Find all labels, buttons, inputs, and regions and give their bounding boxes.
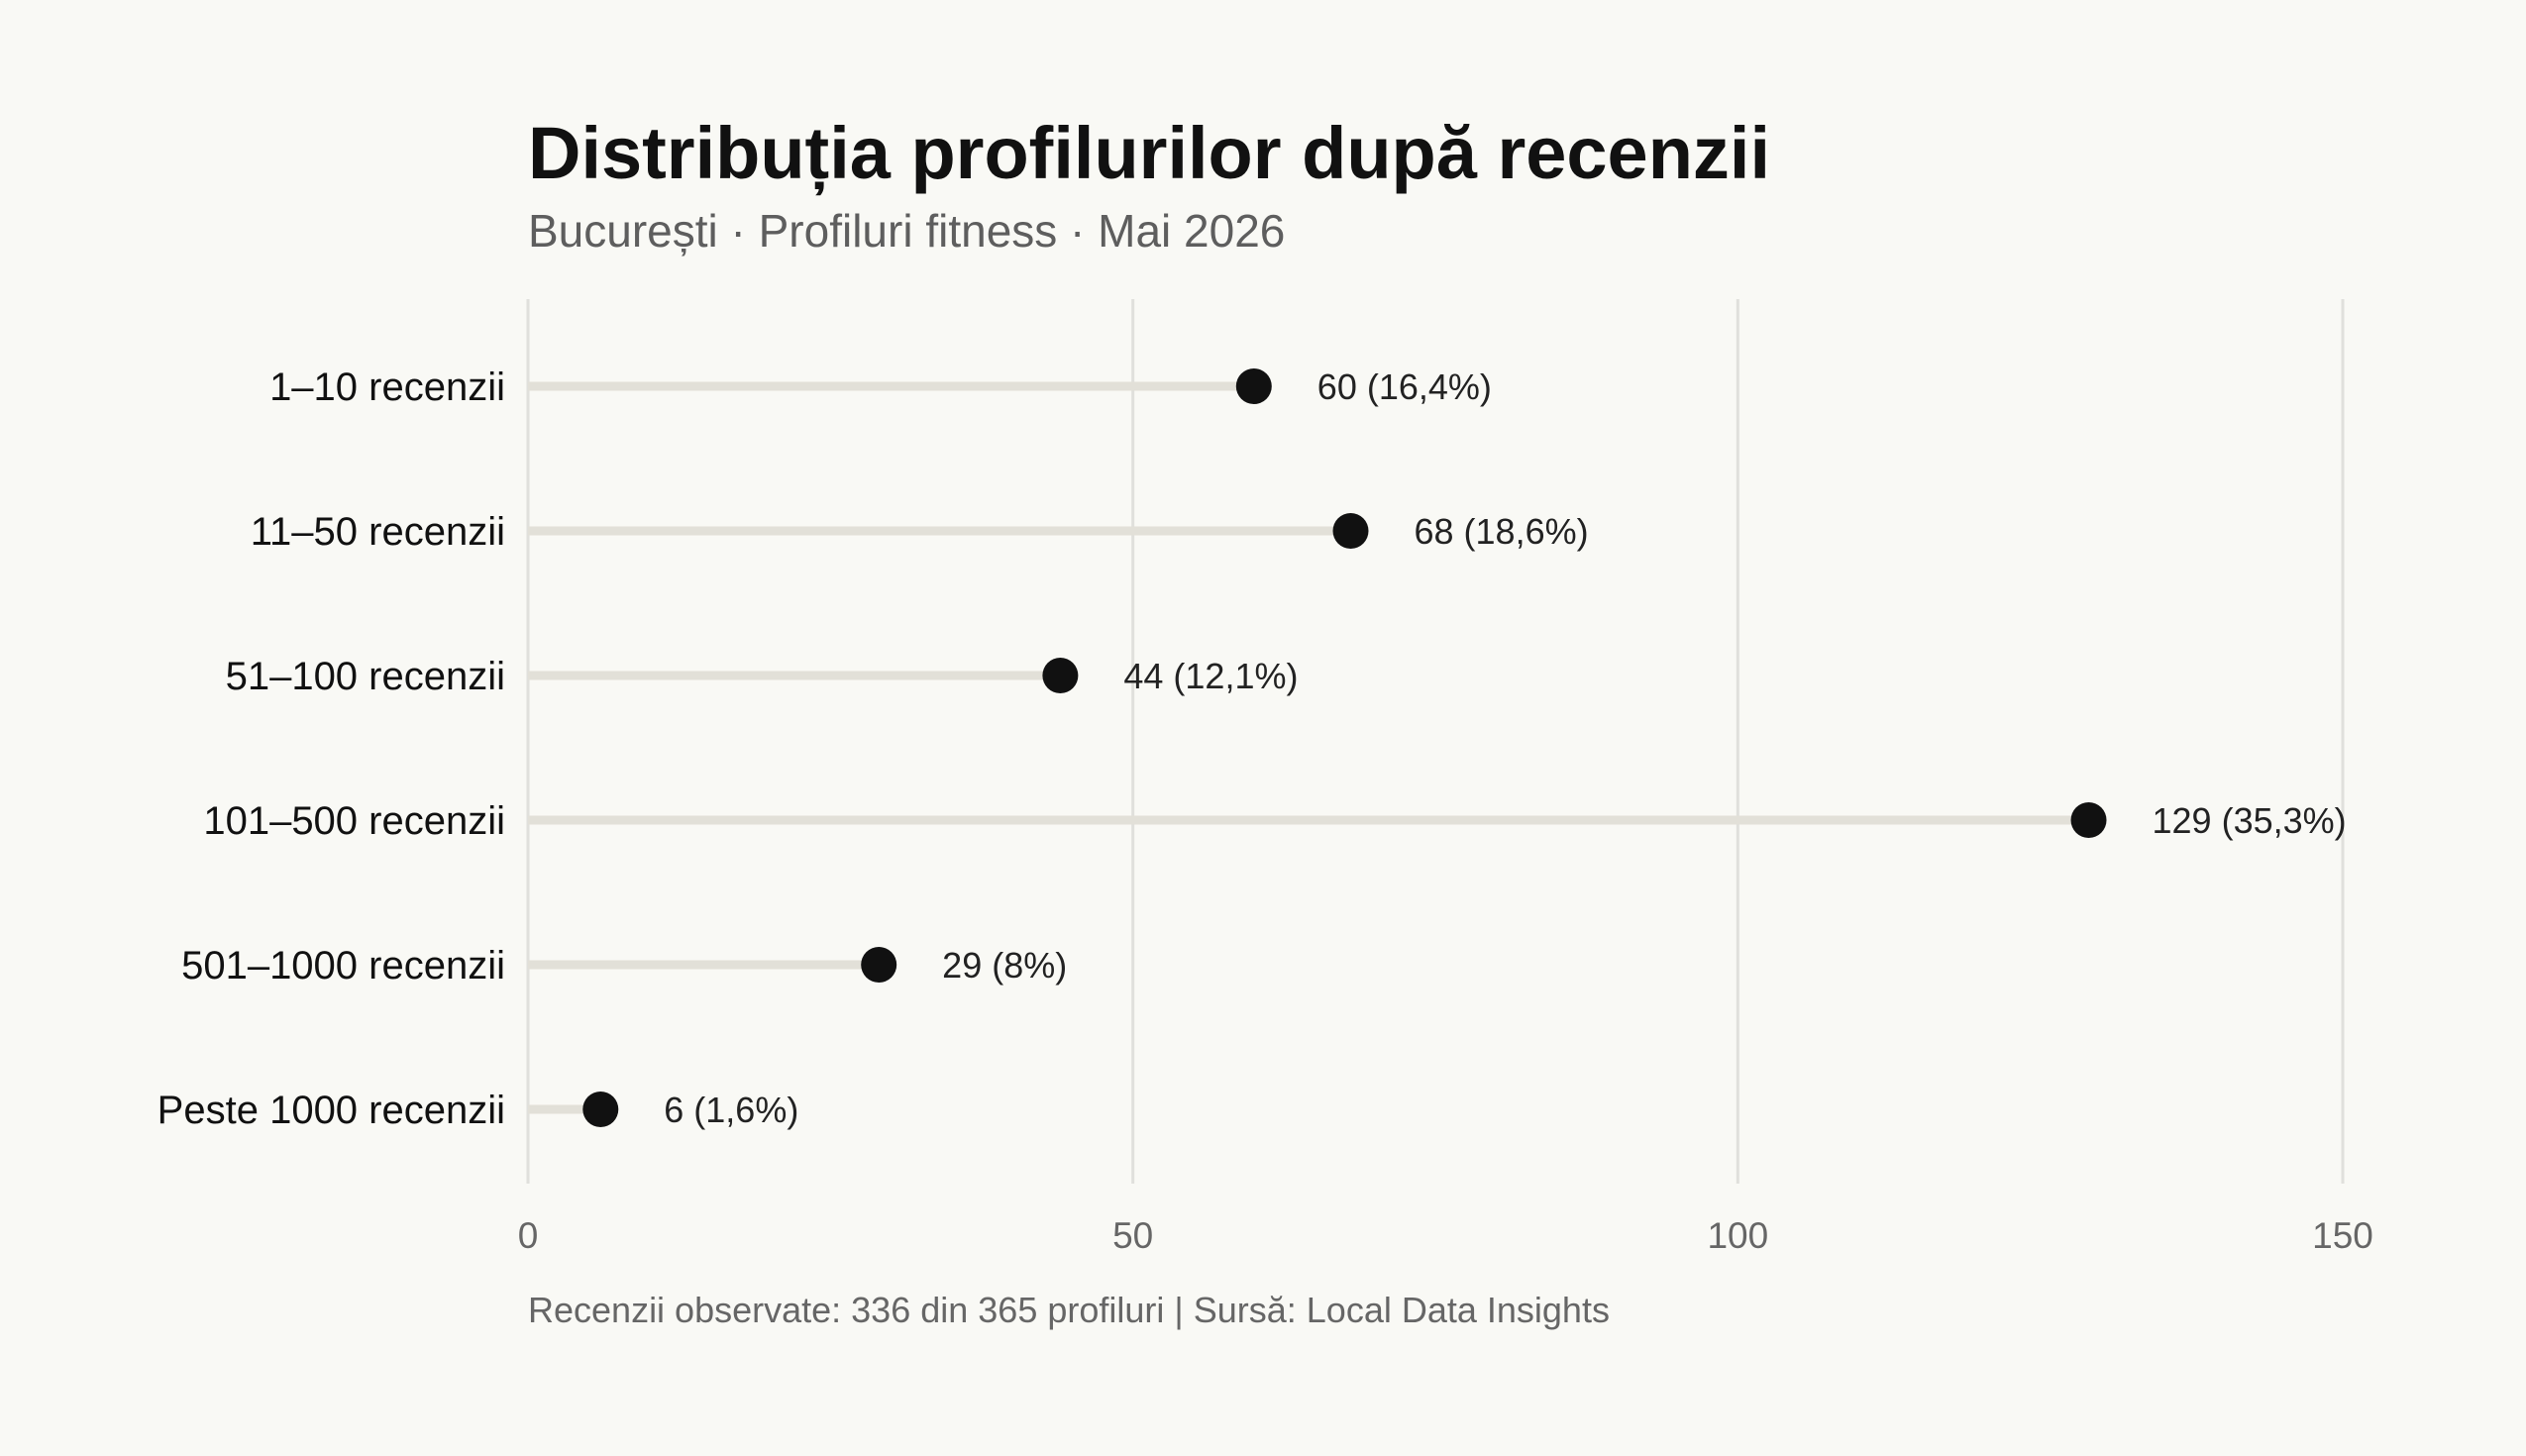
data-label: 29 (8%)	[942, 945, 1067, 986]
chart-footnote: Recenzii observate: 336 din 365 profilur…	[528, 1290, 1610, 1330]
lollipop-dot	[2070, 802, 2107, 838]
lollipop-dot	[1235, 368, 1272, 404]
data-label: 68 (18,6%)	[1415, 511, 1589, 552]
data-label: 60 (16,4%)	[1317, 366, 1492, 407]
lollipop-dot	[1042, 658, 1079, 693]
lollipop-dot	[582, 1092, 619, 1127]
lollipop-dot	[1332, 513, 1369, 549]
x-tick-label: 150	[2312, 1215, 2373, 1256]
stems	[528, 381, 2089, 1114]
x-tick-label: 0	[518, 1215, 539, 1256]
chart-title: Distribuția profilurilor după recenzii	[528, 112, 1770, 195]
category-labels: 1–10 recenzii 11–50 recenzii 51–100 recenz…	[158, 365, 505, 1132]
data-label: 44 (12,1%)	[1123, 656, 1298, 696]
data-labels: 60 (16,4%) 68 (18,6%) 44 (12,1%) 129 (35,3%…	[664, 366, 2346, 1130]
category-label: Peste 1000 recenzii	[158, 1089, 505, 1132]
x-axis-ticks: 0 50 100 150	[518, 1215, 2373, 1256]
category-label: 1–10 recenzii	[269, 365, 505, 409]
x-tick-label: 50	[1112, 1215, 1153, 1256]
grid	[526, 299, 2345, 1184]
x-tick-label: 100	[1707, 1215, 1768, 1256]
data-label: 6 (1,6%)	[664, 1090, 798, 1130]
chart-subtitle: București · Profiluri fitness · Mai 2026	[528, 205, 1285, 257]
lollipop-dot	[861, 947, 897, 983]
category-label: 11–50 recenzii	[251, 510, 505, 554]
dots	[582, 368, 2107, 1127]
category-label: 101–500 recenzii	[203, 799, 505, 843]
category-label: 501–1000 recenzii	[181, 944, 505, 988]
category-label: 51–100 recenzii	[226, 655, 505, 698]
data-label: 129 (35,3%)	[2153, 800, 2347, 841]
